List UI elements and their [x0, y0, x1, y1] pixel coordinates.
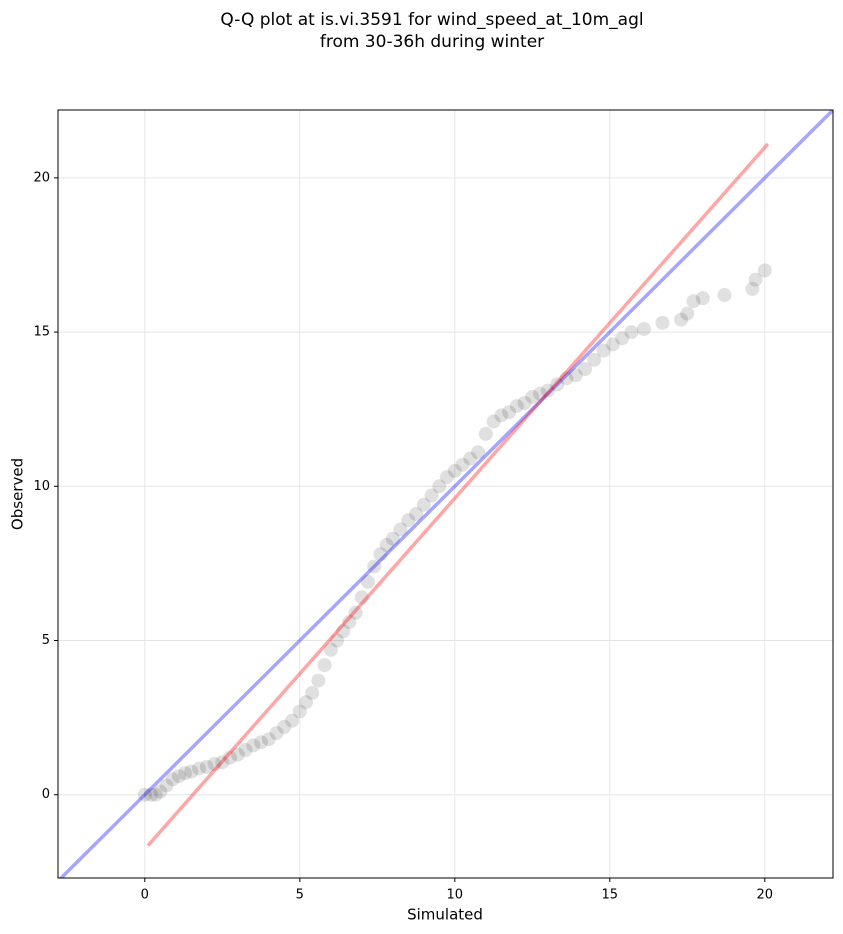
point — [379, 537, 394, 552]
point — [559, 371, 574, 386]
point — [159, 778, 174, 793]
point — [373, 547, 388, 562]
point — [354, 590, 369, 605]
x-tick-label: 0 — [141, 888, 149, 903]
point — [463, 451, 478, 466]
point — [323, 642, 338, 657]
point — [311, 673, 326, 688]
point — [317, 658, 332, 673]
point — [269, 726, 284, 741]
point — [471, 445, 486, 460]
point — [447, 463, 462, 478]
x-tick-label: 20 — [757, 888, 774, 903]
point — [223, 750, 238, 765]
y-tick-label: 0 — [42, 787, 50, 802]
y-tick-label: 5 — [42, 633, 50, 648]
point — [540, 383, 555, 398]
point — [680, 306, 695, 321]
point — [184, 764, 199, 779]
chart-title: from 30-36h during winter — [320, 32, 544, 52]
point — [401, 513, 416, 528]
point — [568, 368, 583, 383]
point — [432, 479, 447, 494]
reference-line — [58, 110, 833, 878]
point — [178, 766, 193, 781]
point — [578, 362, 592, 377]
point — [367, 559, 382, 574]
point — [674, 312, 689, 327]
point — [409, 507, 424, 522]
x-tick-label: 10 — [447, 888, 464, 903]
point — [517, 396, 532, 411]
point — [748, 272, 763, 287]
point — [717, 288, 732, 303]
point — [587, 352, 602, 367]
point — [261, 732, 276, 747]
y-tick-label: 15 — [33, 325, 50, 340]
point — [148, 787, 163, 802]
x-tick-label: 5 — [296, 888, 304, 903]
point — [757, 263, 772, 278]
point — [305, 685, 320, 700]
chart-title: Q-Q plot at is.vi.3591 for wind_speed_at… — [220, 10, 643, 30]
point — [393, 522, 408, 537]
y-tick-label: 20 — [33, 170, 50, 185]
point — [533, 386, 548, 401]
point — [292, 704, 307, 719]
point — [246, 738, 261, 753]
point — [348, 605, 363, 620]
point — [144, 787, 158, 802]
reference-line — [146, 142, 770, 847]
point — [153, 784, 168, 799]
point — [478, 426, 493, 441]
y-axis-label: Observed — [9, 458, 27, 530]
point — [342, 615, 357, 629]
point — [486, 414, 501, 429]
point — [299, 695, 313, 710]
plot-frame — [57, 109, 834, 879]
point — [385, 531, 400, 546]
point — [361, 574, 375, 589]
point — [550, 377, 565, 392]
point — [686, 294, 701, 309]
point — [192, 761, 207, 776]
point — [165, 772, 180, 787]
point — [605, 337, 620, 352]
point — [424, 488, 439, 503]
point — [636, 321, 651, 336]
point — [615, 331, 630, 346]
x-axis-label: Simulated — [407, 906, 483, 924]
point — [238, 743, 253, 757]
point — [254, 735, 269, 750]
point — [440, 470, 455, 485]
point — [655, 315, 670, 330]
point — [525, 389, 540, 404]
point — [137, 787, 152, 802]
point — [624, 325, 639, 340]
point — [455, 457, 470, 472]
y-tick-label: 10 — [33, 479, 50, 494]
point — [509, 399, 524, 414]
point — [695, 291, 710, 306]
point — [330, 633, 344, 648]
point — [171, 769, 186, 784]
point — [416, 497, 431, 512]
point — [596, 343, 611, 358]
point — [494, 408, 509, 423]
x-tick-label: 15 — [602, 888, 619, 903]
point — [215, 755, 230, 770]
point — [285, 713, 300, 728]
point — [230, 747, 245, 762]
point — [336, 624, 351, 639]
point — [745, 281, 760, 296]
point — [199, 759, 214, 774]
point — [207, 756, 222, 771]
point — [277, 719, 292, 734]
point — [502, 405, 517, 420]
